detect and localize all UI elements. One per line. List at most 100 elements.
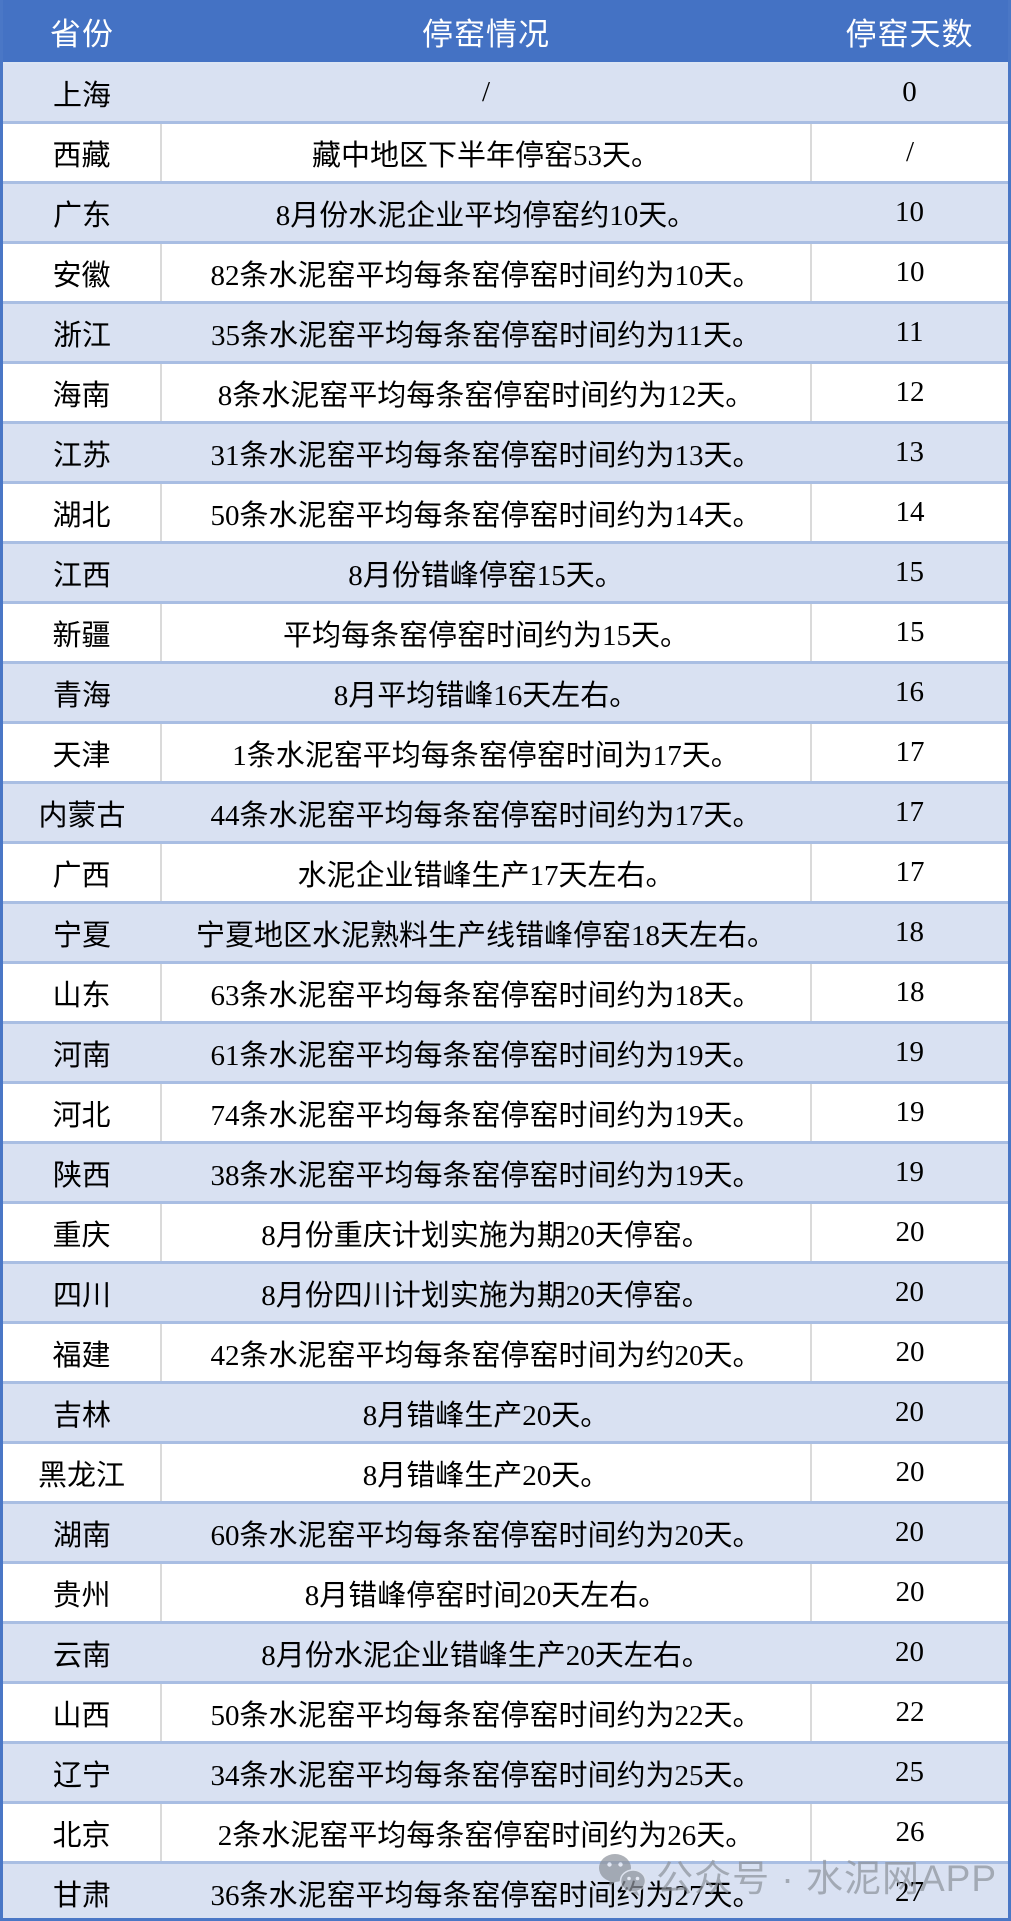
cell-days: 25 bbox=[811, 1742, 1008, 1803]
cell-situation: 36条水泥窑平均每条窑停窑时间约为27天。 bbox=[161, 1862, 811, 1918]
table-row: 青海 8月平均错峰16天左右。 16 bbox=[3, 662, 1008, 723]
cell-situation: 8月份重庆计划实施为期20天停窑。 bbox=[160, 1202, 812, 1263]
cell-situation: 8月份水泥企业错峰生产20天左右。 bbox=[161, 1622, 811, 1683]
table-row: 新疆 平均每条窑停窑时间约为15天。 15 bbox=[3, 602, 1008, 663]
cell-province: 云南 bbox=[3, 1622, 161, 1683]
cell-situation: 63条水泥窑平均每条窑停窑时间约为18天。 bbox=[160, 962, 812, 1023]
header-row: 省份 停窑情况 停窑天数 bbox=[3, 0, 1008, 63]
cell-situation: 8条水泥窑平均每条窑停窑时间约为12天。 bbox=[160, 362, 812, 423]
table-row: 山东 63条水泥窑平均每条窑停窑时间约为18天。 18 bbox=[3, 962, 1008, 1023]
cell-situation: 2条水泥窑平均每条窑停窑时间约为26天。 bbox=[160, 1802, 812, 1863]
cell-situation: 38条水泥窑平均每条窑停窑时间约为19天。 bbox=[161, 1142, 811, 1203]
cell-province: 四川 bbox=[3, 1262, 161, 1323]
cell-province: 福建 bbox=[3, 1322, 161, 1383]
table-row: 宁夏 宁夏地区水泥熟料生产线错峰停窑18天左右。 18 bbox=[3, 902, 1008, 963]
cell-situation: 34条水泥窑平均每条窑停窑时间约为25天。 bbox=[161, 1742, 811, 1803]
cell-days: 15 bbox=[811, 602, 1008, 663]
table-row: 江西 8月份错峰停窑15天。 15 bbox=[3, 542, 1008, 603]
cell-days: 20 bbox=[811, 1622, 1008, 1683]
cell-province: 北京 bbox=[3, 1802, 161, 1863]
cell-province: 广西 bbox=[3, 842, 161, 903]
table-row: 贵州 8月错峰停窑时间20天左右。 20 bbox=[3, 1562, 1008, 1623]
table-row: 重庆 8月份重庆计划实施为期20天停窑。 20 bbox=[3, 1202, 1008, 1263]
cell-days: 15 bbox=[811, 542, 1008, 603]
cell-province: 重庆 bbox=[3, 1202, 161, 1263]
cell-situation: 50条水泥窑平均每条窑停窑时间约为14天。 bbox=[160, 482, 812, 543]
table-row: 山西 50条水泥窑平均每条窑停窑时间约为22天。 22 bbox=[3, 1682, 1008, 1743]
cell-days: 20 bbox=[811, 1262, 1008, 1323]
table-row: 天津 1条水泥窑平均每条窑停窑时间为17天。 17 bbox=[3, 722, 1008, 783]
table-row: 内蒙古 44条水泥窑平均每条窑停窑时间约为17天。 17 bbox=[3, 782, 1008, 843]
cell-days: 20 bbox=[811, 1502, 1008, 1563]
table-row: 陕西 38条水泥窑平均每条窑停窑时间约为19天。 19 bbox=[3, 1142, 1008, 1203]
cell-days: 10 bbox=[811, 242, 1008, 303]
cell-situation: 50条水泥窑平均每条窑停窑时间约为22天。 bbox=[160, 1682, 812, 1743]
cell-situation: 8月错峰生产20天。 bbox=[160, 1442, 812, 1503]
cell-situation: 8月错峰生产20天。 bbox=[161, 1382, 811, 1443]
cell-days: / bbox=[811, 122, 1008, 183]
cell-days: 22 bbox=[811, 1682, 1008, 1743]
cell-days: 26 bbox=[811, 1802, 1008, 1863]
cell-situation: 60条水泥窑平均每条窑停窑时间约为20天。 bbox=[161, 1502, 811, 1563]
cell-province: 天津 bbox=[3, 722, 161, 783]
table-row: 甘肃 36条水泥窑平均每条窑停窑时间约为27天。 27 bbox=[3, 1862, 1008, 1918]
cell-province: 甘肃 bbox=[3, 1862, 161, 1918]
cell-situation: 82条水泥窑平均每条窑停窑时间约为10天。 bbox=[160, 242, 812, 303]
table-row: 湖北 50条水泥窑平均每条窑停窑时间约为14天。 14 bbox=[3, 482, 1008, 543]
cell-days: 18 bbox=[811, 902, 1008, 963]
cell-days: 19 bbox=[811, 1082, 1008, 1143]
cell-province: 陕西 bbox=[3, 1142, 161, 1203]
table-row: 西藏 藏中地区下半年停窑53天。 / bbox=[3, 122, 1008, 183]
table-row: 吉林 8月错峰生产20天。 20 bbox=[3, 1382, 1008, 1443]
cell-situation: / bbox=[161, 63, 811, 123]
cell-days: 17 bbox=[811, 842, 1008, 903]
cell-days: 27 bbox=[811, 1862, 1008, 1918]
cell-situation: 31条水泥窑平均每条窑停窑时间约为13天。 bbox=[161, 422, 811, 483]
cell-situation: 44条水泥窑平均每条窑停窑时间约为17天。 bbox=[161, 782, 811, 843]
cell-province: 山西 bbox=[3, 1682, 161, 1743]
table-row: 福建 42条水泥窑平均每条窑停窑时间为约20天。 20 bbox=[3, 1322, 1008, 1383]
cell-days: 11 bbox=[811, 302, 1008, 363]
table-row: 湖南 60条水泥窑平均每条窑停窑时间约为20天。 20 bbox=[3, 1502, 1008, 1563]
table-row: 广西 水泥企业错峰生产17天左右。 17 bbox=[3, 842, 1008, 903]
cell-days: 19 bbox=[811, 1142, 1008, 1203]
table-row: 北京 2条水泥窑平均每条窑停窑时间约为26天。 26 bbox=[3, 1802, 1008, 1863]
cell-situation: 宁夏地区水泥熟料生产线错峰停窑18天左右。 bbox=[161, 902, 811, 963]
cell-province: 青海 bbox=[3, 662, 161, 723]
cell-days: 20 bbox=[811, 1202, 1008, 1263]
header-situation: 停窑情况 bbox=[161, 0, 811, 63]
cell-situation: 61条水泥窑平均每条窑停窑时间约为19天。 bbox=[161, 1022, 811, 1083]
cell-province: 内蒙古 bbox=[3, 782, 161, 843]
cell-days: 16 bbox=[811, 662, 1008, 723]
cell-province: 贵州 bbox=[3, 1562, 161, 1623]
cell-days: 17 bbox=[811, 782, 1008, 843]
table-row: 辽宁 34条水泥窑平均每条窑停窑时间约为25天。 25 bbox=[3, 1742, 1008, 1803]
cell-days: 10 bbox=[811, 182, 1008, 243]
table-header: 省份 停窑情况 停窑天数 bbox=[3, 0, 1008, 63]
cell-situation: 8月份水泥企业平均停窑约10天。 bbox=[161, 182, 811, 243]
table-row: 浙江 35条水泥窑平均每条窑停窑时间约为11天。 11 bbox=[3, 302, 1008, 363]
table-row: 云南 8月份水泥企业错峰生产20天左右。 20 bbox=[3, 1622, 1008, 1683]
cell-situation: 藏中地区下半年停窑53天。 bbox=[160, 122, 812, 183]
table-row: 江苏 31条水泥窑平均每条窑停窑时间约为13天。 13 bbox=[3, 422, 1008, 483]
cell-situation: 8月平均错峰16天左右。 bbox=[161, 662, 811, 723]
cell-situation: 8月错峰停窑时间20天左右。 bbox=[160, 1562, 812, 1623]
cell-province: 西藏 bbox=[3, 122, 161, 183]
table-row: 河北 74条水泥窑平均每条窑停窑时间约为19天。 19 bbox=[3, 1082, 1008, 1143]
cell-days: 17 bbox=[811, 722, 1008, 783]
cell-province: 广东 bbox=[3, 182, 161, 243]
cell-province: 宁夏 bbox=[3, 902, 161, 963]
cell-situation: 平均每条窑停窑时间约为15天。 bbox=[160, 602, 812, 663]
cell-province: 黑龙江 bbox=[3, 1442, 161, 1503]
cell-days: 19 bbox=[811, 1022, 1008, 1083]
header-province: 省份 bbox=[3, 0, 161, 63]
cell-days: 12 bbox=[811, 362, 1008, 423]
cell-days: 14 bbox=[811, 482, 1008, 543]
cell-province: 辽宁 bbox=[3, 1742, 161, 1803]
cell-province: 新疆 bbox=[3, 602, 161, 663]
cell-situation: 35条水泥窑平均每条窑停窑时间约为11天。 bbox=[161, 302, 811, 363]
table-body: 上海/0 西藏 藏中地区下半年停窑53天。 / 广东 8月份水泥企业平均停窑约10天。 10… bbox=[3, 63, 1008, 1918]
table-row: 海南 8条水泥窑平均每条窑停窑时间约为12天。 12 bbox=[3, 362, 1008, 423]
cell-days: 13 bbox=[811, 422, 1008, 483]
